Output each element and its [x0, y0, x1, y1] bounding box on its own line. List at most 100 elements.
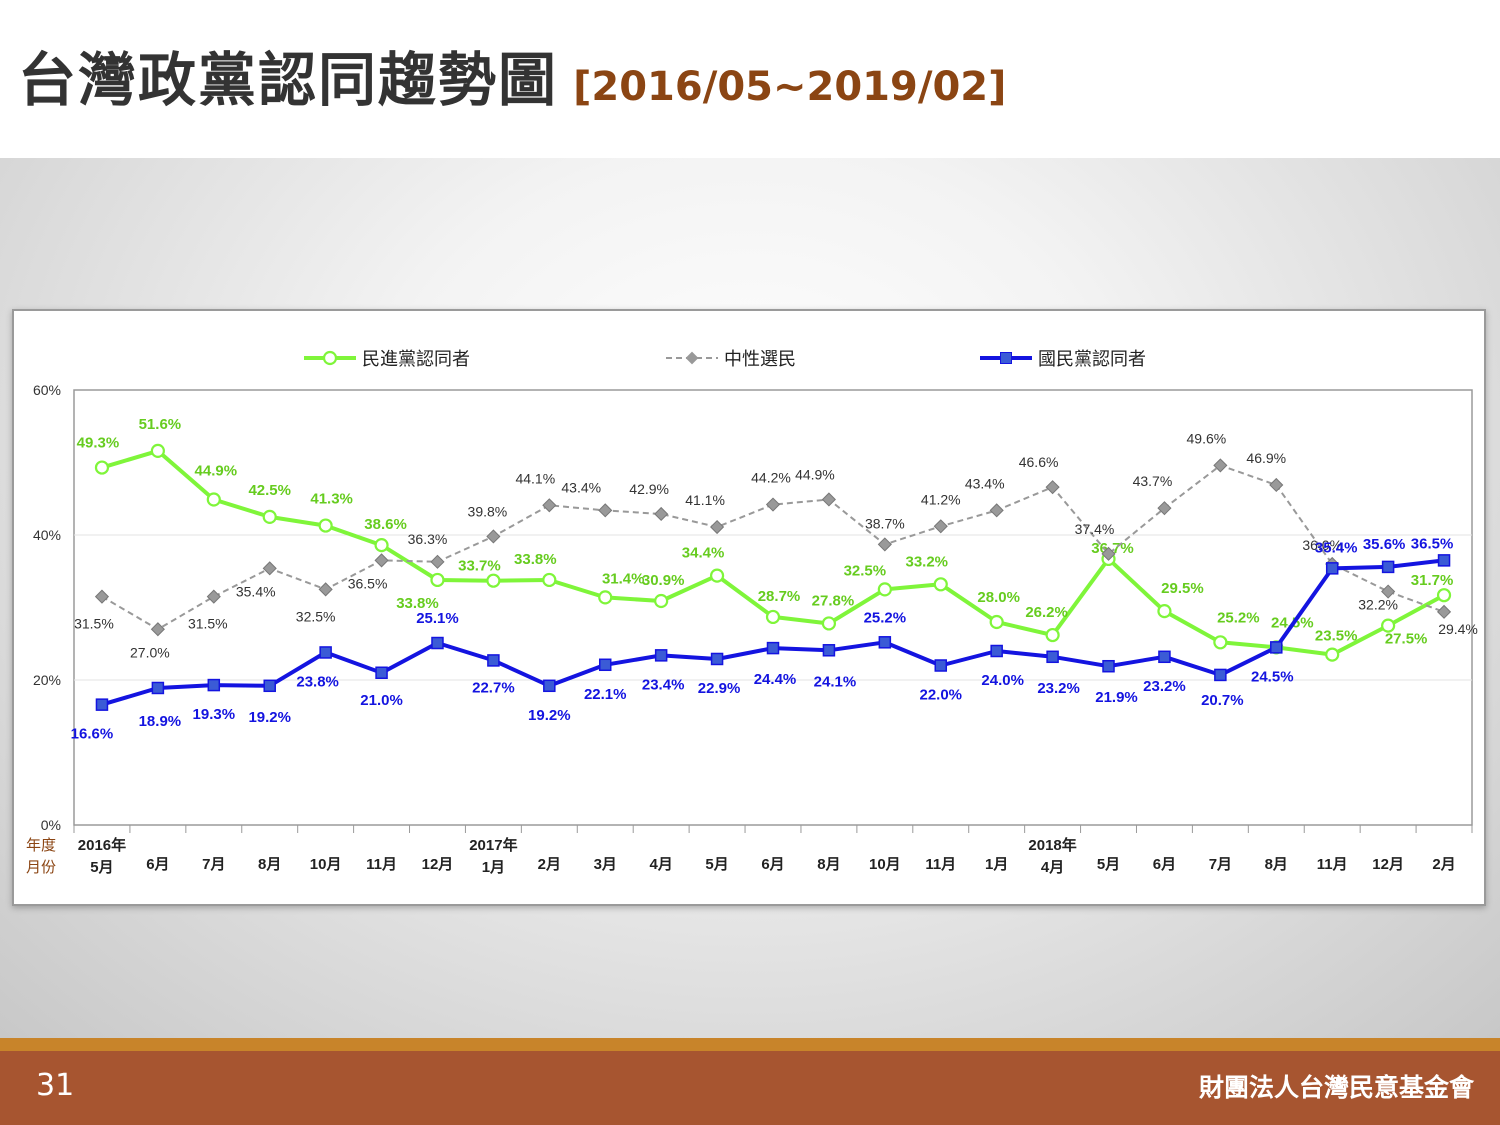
data-point-neutral	[1269, 477, 1284, 493]
data-point-dpp	[1213, 635, 1228, 650]
data-label-kmt: 22.1%	[584, 686, 627, 703]
data-point-neutral	[821, 492, 836, 507]
data-point-dpp	[150, 443, 165, 458]
data-point-dpp	[765, 609, 781, 625]
data-point-kmt	[263, 679, 276, 693]
data-label-neutral: 36.3%	[408, 531, 448, 547]
data-point-neutral	[542, 498, 557, 513]
data-label-dpp: 28.7%	[758, 588, 801, 605]
legend-label-neutral: 中性選民	[724, 349, 796, 369]
data-label-kmt: 23.2%	[1037, 680, 1080, 697]
data-label-neutral: 44.2%	[751, 470, 791, 486]
data-point-neutral	[1436, 604, 1452, 619]
x-month-label: 10月	[310, 856, 342, 873]
data-point-neutral	[318, 582, 333, 597]
data-point-kmt	[151, 681, 165, 695]
data-label-neutral: 41.2%	[921, 491, 961, 507]
data-label-kmt: 19.3%	[193, 706, 236, 723]
data-label-neutral: 41.1%	[685, 492, 725, 508]
data-label-dpp: 33.2%	[905, 553, 948, 570]
data-label-dpp: 32.5%	[844, 562, 887, 579]
data-label-neutral: 35.4%	[236, 583, 276, 599]
party-identification-chart: 0% 20% 40% 60% 5月 2016年 6月 7月 8月 10月 11月 12月 1月 2017年…	[26, 349, 1478, 876]
data-label-neutral: 44.9%	[795, 466, 835, 482]
data-label-neutral: 49.6%	[1187, 430, 1227, 446]
plot-area	[73, 389, 1473, 826]
data-point-dpp	[1381, 618, 1396, 633]
data-point-neutral	[598, 503, 613, 518]
data-label-kmt: 25.1%	[416, 610, 459, 627]
data-point-kmt	[654, 649, 668, 662]
x-month-label: 1月	[985, 856, 1008, 873]
x-year-label: 2018年	[1028, 836, 1076, 854]
x-year-label: 2016年	[78, 836, 126, 854]
data-label-dpp: 31.4%	[602, 570, 645, 587]
x-month-label: 7月	[202, 856, 225, 873]
data-point-dpp	[374, 538, 389, 553]
data-point-neutral	[94, 589, 110, 604]
x-month-label: 1月	[482, 859, 505, 876]
data-point-kmt	[543, 679, 556, 693]
data-point-neutral	[150, 622, 165, 637]
x-month-label: 7月	[1209, 856, 1232, 873]
data-label-dpp: 42.5%	[248, 482, 291, 499]
data-label-kmt: 22.0%	[919, 687, 962, 704]
data-point-dpp	[94, 460, 110, 475]
data-label-neutral: 39.8%	[468, 503, 508, 519]
data-label-kmt: 21.0%	[360, 692, 403, 709]
data-point-kmt	[598, 658, 612, 672]
x-month-label: 8月	[1265, 856, 1288, 873]
data-point-neutral	[877, 537, 892, 552]
data-label-neutral: 27.0%	[130, 644, 170, 660]
data-label-kmt: 21.9%	[1095, 689, 1138, 706]
data-label-neutral: 42.9%	[629, 481, 669, 497]
data-label-neutral: 43.7%	[1133, 473, 1173, 489]
legend-marker-neutral	[685, 351, 699, 365]
x-month-label: 11月	[925, 856, 956, 873]
data-point-neutral	[933, 519, 948, 534]
data-point-dpp	[486, 573, 501, 588]
y-tick-label: 20%	[33, 672, 61, 688]
x-month-label: 6月	[146, 856, 169, 873]
data-point-neutral	[430, 554, 445, 569]
data-label-kmt: 22.7%	[472, 679, 515, 696]
data-label-kmt: 35.6%	[1363, 536, 1406, 553]
x-month-label: 3月	[594, 856, 617, 873]
x-month-label: 12月	[422, 856, 454, 873]
data-point-neutral	[654, 506, 669, 522]
data-label-dpp: 51.6%	[139, 416, 182, 433]
data-point-dpp	[1436, 588, 1452, 603]
data-label-dpp: 44.9%	[195, 462, 238, 479]
data-label-kmt: 24.1%	[814, 673, 857, 690]
footer-stripe	[0, 1038, 1500, 1051]
data-label-kmt: 25.2%	[864, 609, 907, 626]
data-label-neutral: 31.5%	[188, 616, 228, 632]
data-point-neutral	[710, 519, 725, 535]
data-point-kmt	[766, 641, 780, 655]
legend-label-dpp: 民進黨認同者	[362, 349, 470, 369]
data-point-kmt	[1102, 659, 1115, 673]
data-point-dpp	[206, 492, 221, 507]
data-label-neutral: 36.0%	[1302, 537, 1342, 553]
data-point-kmt	[1325, 562, 1339, 575]
data-label-kmt: 20.7%	[1201, 692, 1244, 709]
title-main: 台灣政黨認同趨勢圖	[18, 46, 559, 114]
data-point-neutral	[206, 589, 221, 604]
legend-marker-kmt	[1000, 352, 1012, 364]
x-month-label: 4月	[649, 856, 672, 873]
title-date-range: [2016/05~2019/02]	[573, 64, 1007, 110]
x-month-label: 2月	[1432, 856, 1455, 873]
data-point-kmt	[990, 644, 1003, 658]
data-point-dpp	[1045, 627, 1060, 643]
x-year-label: 2017年	[469, 836, 517, 854]
y-tick-label: 40%	[33, 527, 61, 543]
data-label-kmt: 24.5%	[1251, 668, 1294, 685]
data-point-dpp	[430, 572, 445, 588]
data-label-dpp: 27.5%	[1385, 631, 1428, 648]
data-point-kmt	[1214, 668, 1227, 682]
data-point-kmt	[207, 678, 221, 692]
data-label-dpp: 31.7%	[1411, 572, 1454, 589]
data-point-kmt	[1046, 650, 1059, 664]
data-point-neutral	[1101, 546, 1116, 561]
data-label-neutral: 43.4%	[561, 479, 601, 495]
